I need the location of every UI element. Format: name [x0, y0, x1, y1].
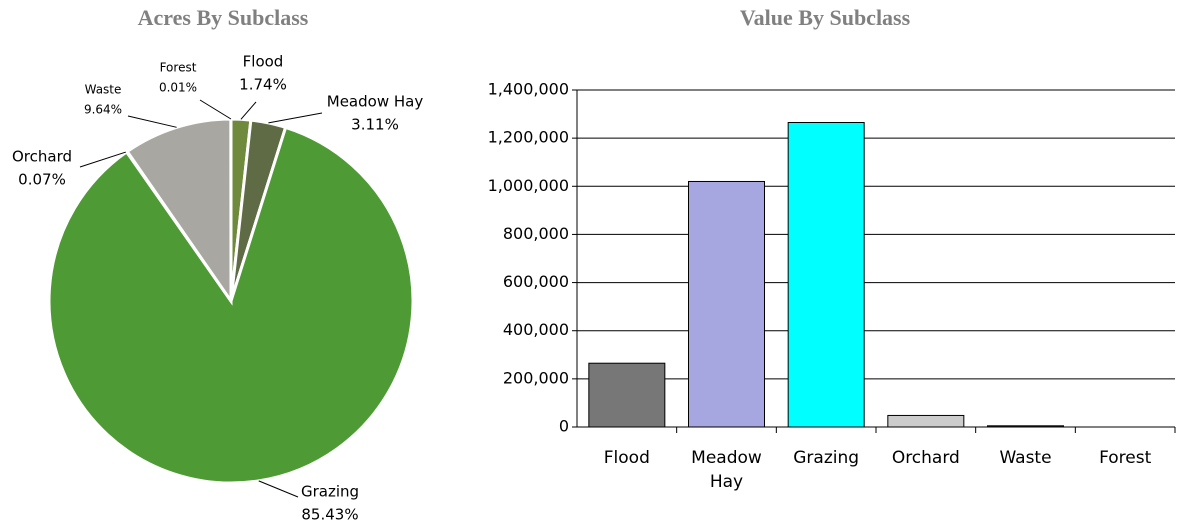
- slice-label: Meadow Hay: [327, 93, 424, 111]
- bar: [589, 363, 665, 427]
- slice-value-label: 85.43%: [301, 506, 358, 524]
- slice-label: Waste: [85, 83, 122, 97]
- slice-value-label: 9.64%: [84, 103, 122, 117]
- slice-value-label: 1.74%: [239, 76, 287, 94]
- y-tick-label: 400,000: [503, 320, 569, 339]
- leader-line: [200, 100, 231, 119]
- y-tick-label: 0: [559, 417, 569, 436]
- y-tick-label: 1,000,000: [488, 176, 569, 195]
- y-tick-label: 200,000: [503, 368, 569, 387]
- x-tick-label: Forest: [1077, 446, 1173, 470]
- leader-line: [241, 102, 256, 119]
- slice-value-label: 0.07%: [18, 171, 66, 189]
- y-tick-label: 600,000: [503, 272, 569, 291]
- y-tick-label: 1,200,000: [488, 128, 569, 147]
- x-tick-label: Orchard: [878, 446, 974, 470]
- bar: [689, 181, 765, 427]
- x-tick-label: Meadow Hay: [679, 446, 775, 494]
- slice-label: Flood: [243, 53, 284, 71]
- x-tick-label: Waste: [978, 446, 1074, 470]
- leader-line: [259, 481, 298, 497]
- y-tick-label: 1,400,000: [488, 80, 569, 99]
- x-tick-label: Grazing: [778, 446, 874, 470]
- leader-line: [268, 113, 322, 123]
- slice-value-label: 3.11%: [351, 116, 399, 134]
- slice-label: Orchard: [12, 148, 72, 166]
- slice-value-label: 0.01%: [159, 81, 197, 95]
- y-tick-label: 800,000: [503, 224, 569, 243]
- leader-line: [128, 116, 177, 127]
- bar-title: Value By Subclass: [740, 5, 911, 30]
- slice-label: Forest: [160, 61, 197, 75]
- bar: [988, 426, 1064, 427]
- bar: [888, 415, 964, 427]
- x-tick-label: Flood: [579, 446, 675, 470]
- bar: [788, 122, 864, 427]
- slice-label: Grazing: [301, 483, 359, 501]
- pie-title: Acres By Subclass: [138, 5, 309, 30]
- page: Acres By Subclass Value By Subclass Floo…: [0, 0, 1178, 524]
